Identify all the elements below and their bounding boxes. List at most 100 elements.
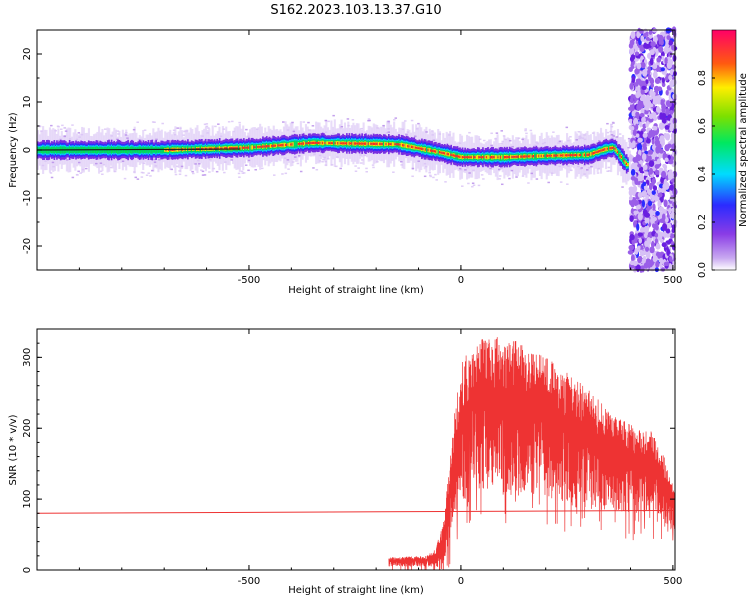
spectrogram-band-cell	[367, 142, 370, 145]
spectrogram-noise-cell	[660, 67, 665, 72]
spectrogram-scatter-cell	[432, 176, 435, 179]
spectrogram-noise-cell	[668, 51, 673, 58]
spectrogram-noise-cell	[658, 45, 664, 53]
spectrogram-band-cell	[480, 156, 483, 159]
spectrogram-noise-cell	[639, 252, 645, 257]
spectrogram-noise-cell	[628, 66, 633, 72]
spectrogram-band-cell	[450, 153, 452, 157]
spectrogram-band-cell	[526, 155, 529, 158]
spectrogram-noise-cell	[640, 108, 645, 115]
spectrogram-scatter-cell	[121, 160, 125, 162]
spectrogram-noise-cell	[637, 256, 642, 264]
snr-series-line	[388, 337, 676, 571]
spectrogram-scatter-cell	[467, 182, 470, 185]
spectrogram-band-cell	[447, 153, 450, 156]
spectrogram-noise-cell	[663, 199, 668, 208]
spectrogram-scatter-cell	[308, 129, 311, 131]
spectrogram-noise-cell	[664, 157, 669, 163]
spectrogram-scatter-cell	[559, 181, 563, 183]
spectrogram-scatter-cell	[207, 127, 210, 129]
spectrogram-scatter-cell	[101, 157, 105, 159]
spectrogram-band-cell	[623, 159, 625, 162]
spectrogram-scatter-cell	[360, 162, 363, 164]
spectrogram-scatter-cell	[179, 127, 182, 130]
spectrogram-ylabel: Frequency (Hz)	[8, 112, 19, 188]
spectrogram-noise-cell	[671, 224, 676, 230]
spectrogram-band-cell	[408, 145, 411, 148]
spectrogram-noise-cell	[665, 108, 669, 117]
spectrogram-band-cell	[254, 146, 257, 149]
spectrogram-noise-cell	[633, 166, 640, 172]
spectrogram-band-cell	[319, 141, 322, 144]
spectrogram-scatter-cell	[136, 121, 139, 123]
spectrogram-noise-cell	[668, 40, 674, 46]
spectrogram-scatter-cell	[583, 173, 586, 175]
spectrogram-band-cell	[245, 146, 248, 149]
spectrogram-band-cell	[248, 146, 250, 149]
spectrogram-band-cell	[478, 156, 480, 159]
spectrogram-noise-cell	[633, 210, 639, 215]
spectrogram-scatter-cell	[565, 126, 569, 129]
spectrogram-scatter-cell	[140, 176, 144, 178]
spectrogram-noise-cell	[642, 80, 646, 88]
spectrogram-noise-cell	[652, 255, 658, 263]
spectrogram-band-cell	[415, 146, 418, 149]
spectrogram-noise-cell	[663, 261, 670, 267]
spectrogram-scatter-cell	[238, 121, 241, 124]
spectrogram-scatter-cell	[527, 182, 530, 184]
spectrogram-band-cell	[513, 155, 516, 158]
spectrogram-band-cell	[507, 156, 510, 159]
spectrogram-band-cell	[352, 141, 355, 146]
spectrogram-scatter-cell	[247, 169, 250, 172]
spectrogram-band-cell	[483, 156, 486, 159]
spectrogram-band-cell	[371, 142, 374, 145]
spectrogram-scatter-cell	[608, 170, 611, 172]
spectrogram-band-cell	[437, 148, 440, 156]
spectrogram-noise-cell	[627, 250, 634, 255]
spectrogram-scatter-cell	[429, 175, 432, 178]
spectrogram-noise-cell	[629, 82, 634, 90]
snr-x-tick-label: 500	[663, 576, 682, 587]
snr-panel: -500 0 500 0 100 200 300 Height of straight li…	[8, 328, 682, 596]
spectrogram-band-cell	[464, 156, 466, 159]
spectrogram-noise-cell	[667, 160, 674, 165]
spectrogram-scatter-cell	[241, 172, 245, 174]
spectrogram-band-cell	[271, 145, 273, 147]
spectrogram-band-cell	[394, 143, 397, 146]
spectrogram-noise-cell	[631, 260, 636, 266]
spectrogram-scatter-cell	[57, 139, 61, 142]
spectrogram-noise-cell	[654, 232, 659, 238]
spectrogram-scatter-cell	[511, 145, 514, 148]
spectrogram-band-cell	[338, 141, 341, 146]
spectrogram-scatter-cell	[450, 164, 453, 167]
spectrogram-scatter-cell	[607, 166, 611, 169]
spectrogram-band-cell	[611, 146, 614, 150]
spectrogram-scatter-cell	[50, 176, 54, 179]
spectrogram-scatter-cell	[508, 139, 512, 142]
spectrogram-noise-cell	[647, 155, 652, 162]
spectrogram-band-cell	[296, 140, 299, 148]
spectrogram-scatter-cell	[394, 117, 398, 119]
spectrogram-scatter-cell	[40, 130, 43, 132]
spectrogram-band-cell	[469, 156, 472, 159]
spectrogram-scatter-cell	[183, 130, 186, 133]
spectrogram-band-cell	[320, 140, 323, 146]
spectrogram-band-cell	[530, 154, 533, 159]
spectrogram-scatter-cell	[583, 138, 587, 141]
spectrogram-scatter-cell	[387, 121, 390, 124]
spectrogram-scatter-cell	[598, 140, 601, 142]
spectrogram-scatter-cell	[347, 124, 350, 127]
spectrogram-noise-cell	[656, 57, 662, 63]
spectrogram-band-cell	[274, 144, 277, 147]
spectrogram-scatter-cell	[224, 161, 227, 163]
spectrogram-band-cell	[281, 143, 283, 147]
spectrogram-scatter-cell	[535, 141, 538, 144]
spectrogram-band-cell	[312, 141, 315, 144]
spectrogram-noise-cell	[665, 228, 671, 234]
spectrogram-scatter-cell	[367, 119, 370, 122]
spectrogram-noise-cell	[648, 205, 652, 210]
spectrogram-scatter-cell	[550, 172, 554, 174]
spectrogram-scatter-cell	[324, 164, 328, 166]
colorbar-tick-label: 0.4	[697, 166, 708, 182]
spectrogram-scatter-cell	[339, 127, 343, 129]
